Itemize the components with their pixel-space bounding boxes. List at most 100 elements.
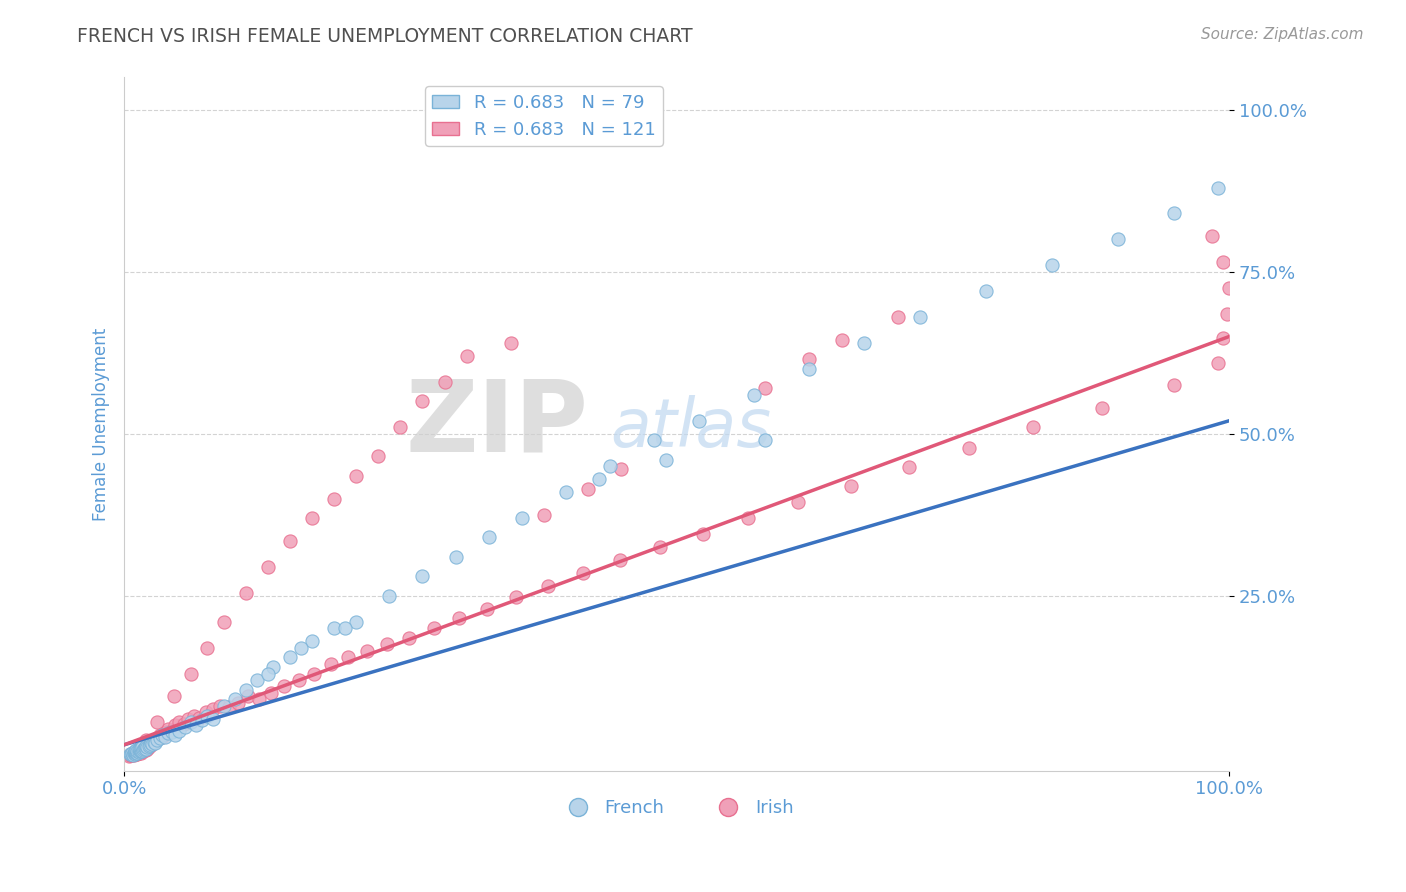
Point bbox=[125, 744, 148, 758]
Point bbox=[301, 634, 323, 648]
Point bbox=[301, 511, 323, 525]
Point bbox=[537, 579, 560, 593]
Point bbox=[135, 739, 157, 753]
Point bbox=[302, 666, 325, 681]
Point bbox=[127, 743, 149, 757]
Point bbox=[212, 615, 235, 629]
Point bbox=[169, 723, 191, 738]
Point bbox=[1206, 355, 1229, 369]
Point bbox=[124, 745, 146, 759]
Text: Source: ZipAtlas.com: Source: ZipAtlas.com bbox=[1201, 27, 1364, 42]
Point bbox=[908, 310, 931, 325]
Point bbox=[138, 738, 160, 752]
Point bbox=[179, 666, 201, 681]
Point bbox=[153, 726, 176, 740]
Point bbox=[125, 746, 148, 760]
Point bbox=[974, 285, 997, 299]
Point bbox=[256, 559, 278, 574]
Point bbox=[1215, 307, 1237, 321]
Point bbox=[160, 723, 183, 738]
Point bbox=[475, 601, 498, 615]
Point bbox=[378, 589, 401, 603]
Point bbox=[648, 540, 671, 554]
Point bbox=[118, 747, 141, 762]
Point bbox=[139, 739, 162, 753]
Point bbox=[135, 741, 157, 756]
Point bbox=[278, 650, 301, 665]
Point bbox=[148, 728, 170, 742]
Point bbox=[128, 742, 150, 756]
Point bbox=[122, 747, 145, 761]
Point bbox=[273, 680, 295, 694]
Point bbox=[1212, 331, 1234, 345]
Point bbox=[128, 744, 150, 758]
Point bbox=[957, 441, 980, 455]
Point bbox=[433, 375, 456, 389]
Point bbox=[124, 745, 146, 759]
Point bbox=[128, 742, 150, 756]
Point bbox=[129, 741, 152, 756]
Point bbox=[797, 352, 820, 367]
Y-axis label: Female Unemployment: Female Unemployment bbox=[93, 327, 110, 521]
Point bbox=[209, 698, 232, 713]
Point bbox=[132, 743, 155, 757]
Point bbox=[122, 746, 145, 760]
Point bbox=[141, 736, 163, 750]
Point bbox=[127, 747, 149, 761]
Point bbox=[344, 469, 367, 483]
Point bbox=[132, 742, 155, 756]
Point bbox=[141, 737, 163, 751]
Point bbox=[120, 747, 142, 762]
Point bbox=[478, 531, 501, 545]
Point bbox=[754, 434, 776, 448]
Point bbox=[128, 741, 150, 756]
Point bbox=[127, 746, 149, 760]
Point bbox=[121, 748, 143, 763]
Point bbox=[122, 747, 145, 762]
Point bbox=[153, 730, 176, 744]
Point bbox=[742, 388, 765, 402]
Point bbox=[155, 724, 177, 739]
Point bbox=[132, 742, 155, 756]
Point bbox=[128, 745, 150, 759]
Point bbox=[131, 744, 153, 758]
Point bbox=[218, 700, 240, 714]
Point bbox=[510, 511, 533, 525]
Point bbox=[533, 508, 555, 522]
Point bbox=[128, 745, 150, 759]
Point bbox=[797, 362, 820, 376]
Point bbox=[356, 644, 378, 658]
Point bbox=[129, 743, 152, 757]
Point bbox=[1107, 232, 1129, 246]
Point bbox=[886, 310, 908, 325]
Point bbox=[121, 746, 143, 760]
Point bbox=[124, 747, 146, 761]
Point bbox=[190, 713, 212, 727]
Point bbox=[157, 722, 180, 736]
Point bbox=[897, 460, 920, 475]
Point bbox=[201, 702, 224, 716]
Point bbox=[576, 482, 599, 496]
Point bbox=[135, 732, 157, 747]
Point bbox=[173, 717, 195, 731]
Point bbox=[143, 736, 166, 750]
Point bbox=[136, 740, 159, 755]
Point bbox=[323, 491, 346, 506]
Point bbox=[411, 394, 433, 409]
Point bbox=[411, 569, 433, 583]
Point bbox=[184, 718, 207, 732]
Point bbox=[129, 739, 152, 753]
Point bbox=[132, 743, 155, 757]
Point bbox=[195, 640, 218, 655]
Point bbox=[195, 708, 218, 723]
Point bbox=[787, 495, 810, 509]
Point bbox=[1212, 255, 1234, 269]
Point bbox=[174, 720, 197, 734]
Point bbox=[122, 746, 145, 760]
Point bbox=[1163, 378, 1185, 392]
Point bbox=[1163, 206, 1185, 220]
Point bbox=[183, 708, 205, 723]
Point bbox=[333, 621, 356, 635]
Point bbox=[125, 743, 148, 757]
Point bbox=[456, 349, 478, 363]
